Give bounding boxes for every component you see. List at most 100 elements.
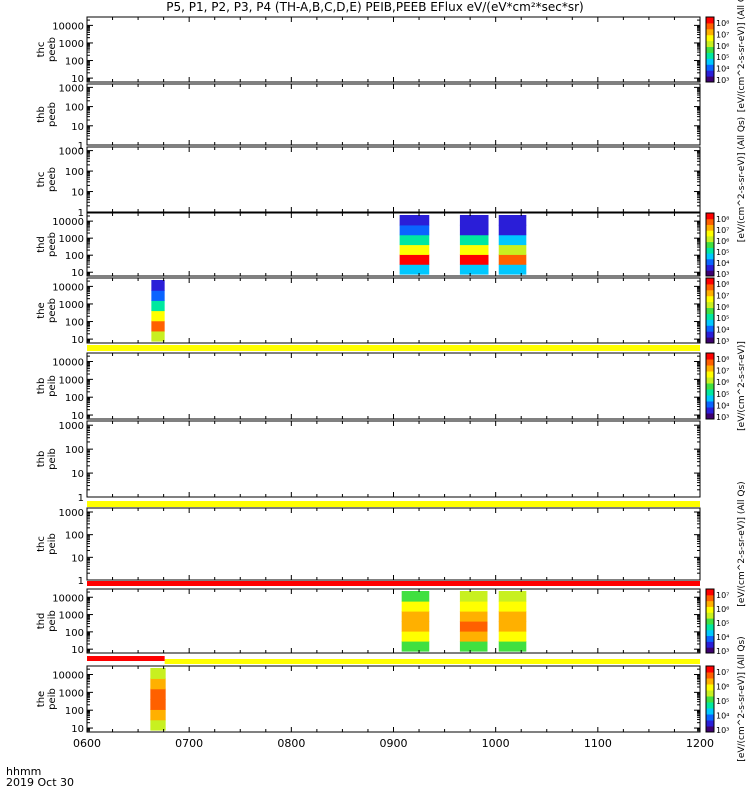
colorbar-cell: [706, 629, 714, 637]
spectrogram-cell: [459, 224, 489, 236]
panel-thc-peeb: 1000 100 10 1 thcpeeb [eV/(cm^2-s-sr-eV)] (Al…: [36, 117, 747, 242]
colorbar-title: [eV/(cm^2-s-sr-eV)]: [737, 341, 747, 431]
x-tick-label: 0700: [175, 737, 203, 750]
colorbar-tick-label: 10⁸: [716, 355, 729, 364]
spectrogram-cell: [150, 688, 166, 700]
colorbar-cell: [706, 46, 714, 53]
y-tick-label: 10000: [52, 21, 84, 32]
panel-frame: [86, 212, 701, 277]
colorbar-cell: [706, 401, 714, 408]
spectrogram-cell: [401, 621, 430, 632]
colorbar-cell: [706, 589, 714, 596]
panel-label: thdpeeb: [36, 232, 58, 257]
colorbar-tick-label: 10⁶: [716, 605, 729, 614]
panel-label-line: peib: [47, 375, 58, 397]
y-tick-label: 100: [65, 445, 84, 456]
colorbar-cell: [706, 612, 714, 619]
colorbar-title: [eV/(cm^2-s-sr-eV)] (All Qs): [737, 481, 747, 606]
colorbar-cell: [706, 702, 714, 709]
colorbar-tick-label: 10⁴: [716, 712, 729, 721]
panel-label: thcpeeb: [36, 37, 58, 62]
spectrogram-cell: [399, 234, 430, 246]
panel-label-line: peeb: [47, 37, 58, 62]
colorbar-tick-label: 10⁶: [716, 42, 729, 51]
panel-frame: [86, 588, 701, 654]
panel-frame: [86, 352, 701, 420]
colorbar-tick-label: 10⁸: [716, 280, 729, 289]
colorbar-frame: [705, 212, 715, 277]
colorbar-cell: [706, 696, 714, 703]
panel-frame: [86, 665, 701, 733]
x-footer-date: 2019 Oct 30: [6, 776, 75, 789]
spectrogram-cell: [401, 601, 430, 612]
y-tick-label: 1: [78, 576, 84, 587]
x-tick-label: 0800: [277, 737, 305, 750]
panel-thb-peib: 1000 100 10 1 thbpeib: [36, 420, 701, 504]
colorbar-cell: [706, 600, 714, 607]
y-tick-label: 1000: [59, 300, 84, 311]
spectrogram-cell: [498, 234, 527, 246]
colorbar-cell: [706, 618, 714, 625]
colorbar-cell: [706, 258, 714, 266]
y-tick-label: 10: [71, 188, 84, 199]
panel-label: thcpeib: [36, 533, 58, 555]
colorbar-tick-label: 10⁴: [716, 326, 729, 335]
y-tick-label: 10000: [52, 217, 84, 228]
colorbar-frame: [705, 665, 715, 733]
flag-bar: [87, 656, 165, 661]
panel-the-peeb-2: 10000 1000 100 10 thepeeb 10⁸ 10⁷ 10⁶ 10⁵ 10⁴ 10³: [36, 277, 729, 346]
x-footer-hhmm: hhmm: [6, 765, 42, 778]
colorbar-tick-label: 10⁵: [716, 314, 729, 323]
panel-the-peeb: 10000 1000 100 10 thcpeeb 10⁸ 10⁷ 10⁶ 10⁵ 10⁴ 10³ […: [36, 0, 747, 112]
colorbar-cell: [706, 34, 714, 42]
spectrogram-cell: [459, 254, 489, 265]
panel-thd-peib: 10000 1000 100 10 thdpeib 10⁷ 10⁶ 10⁵ 10⁴ 10³: [36, 588, 729, 656]
panel-label-line: peib: [47, 448, 58, 470]
y-tick-label: 10000: [52, 671, 84, 682]
colorbar-cell: [706, 708, 714, 715]
colorbar-cell: [706, 235, 714, 243]
y-tick-label: 10000: [52, 358, 84, 369]
spectrogram-cell: [498, 631, 527, 642]
colorbar-cell: [706, 307, 714, 314]
colorbar-cell: [706, 678, 714, 685]
panel-label-line: peib: [47, 610, 58, 632]
spectrogram-cell: [498, 264, 527, 275]
colorbar-cell: [706, 672, 714, 679]
panel-frame: [86, 420, 701, 498]
spectrogram-cell: [399, 215, 430, 226]
spectrogram-cell: [459, 264, 489, 275]
panel-frame: [86, 16, 701, 83]
y-tick-label: 100: [65, 167, 84, 178]
panel-label-line: thb: [36, 378, 47, 395]
x-tick-label: 1100: [584, 737, 612, 750]
colorbar-tick-label: 10⁴: [716, 401, 729, 410]
colorbar-tick-label: 10⁵: [716, 697, 729, 706]
colorbar-frame: [705, 588, 715, 654]
panel-label: thcpeeb: [36, 167, 58, 192]
colorbar-cell: [706, 295, 714, 303]
spectrogram-cell: [459, 611, 488, 622]
panel-frame: [86, 146, 701, 213]
spectrogram-cell: [498, 215, 527, 226]
spectrogram-cell: [151, 290, 165, 301]
colorbar-tick-label: 10⁸: [716, 19, 729, 28]
x-tick-label: 0900: [380, 737, 408, 750]
colorbar-cell: [706, 213, 714, 220]
x-tick-label: 1000: [482, 737, 510, 750]
panel-thb-peib-top: 10000 1000 100 10 thbpeib 10⁸ 10⁷ 10⁶ 10⁵ 10⁴ 10³ […: [36, 341, 747, 431]
colorbar-tick-label: 10⁶: [716, 683, 729, 692]
colorbar-tick-label: 10⁴: [716, 65, 729, 74]
colorbar-cell: [706, 690, 714, 697]
spectrogram-cell: [498, 224, 527, 236]
colorbar-cell: [706, 331, 714, 338]
panel-label-line: the: [36, 302, 47, 318]
panel-label: thbpeib: [36, 375, 58, 397]
flag-bar: [87, 345, 700, 351]
colorbar-tick-label: 10³: [716, 270, 729, 279]
spectrogram-cell: [150, 678, 166, 690]
colorbar-cell: [706, 714, 714, 721]
x-tick-label: 1200: [686, 737, 714, 750]
colorbar-cell: [706, 22, 714, 30]
